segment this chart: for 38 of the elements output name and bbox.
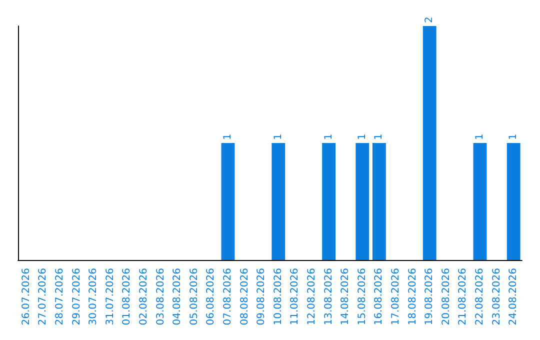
x-tick-label: 08.08.2026 [239, 268, 250, 326]
x-tick-label: 27.07.2026 [38, 268, 49, 326]
x-tick-label: 30.07.2026 [88, 268, 100, 326]
x-tick-label: 31.07.2026 [104, 268, 116, 326]
x-tick-label: 24.08.2026 [508, 268, 520, 326]
x-tick-label: 01.08.2026 [122, 268, 133, 326]
x-tick-label: 10.08.2026 [272, 268, 284, 326]
x-tick-label: 04.08.2026 [172, 268, 184, 326]
data-label: 1 [474, 134, 486, 140]
x-tick-label: 28.07.2026 [54, 268, 66, 326]
x-tick-label: 17.08.2026 [390, 268, 402, 326]
x-tick-label: 26.07.2026 [20, 268, 32, 326]
x-tick-label: 19.08.2026 [424, 268, 436, 326]
x-tick-label: 13.08.2026 [323, 268, 334, 326]
x-tick-label: 29.07.2026 [71, 268, 82, 326]
data-label: 1 [374, 134, 385, 140]
x-tick-label: 11.08.2026 [290, 268, 301, 326]
x-tick-label: 12.08.2026 [306, 268, 318, 326]
x-tick-label: 06.08.2026 [206, 268, 217, 326]
x-tick-label: 09.08.2026 [256, 268, 268, 326]
x-tick-label: 16.08.2026 [374, 268, 385, 326]
x-tick-label: 21.08.2026 [458, 268, 469, 326]
data-label: 2 [424, 16, 436, 23]
x-tick-label: 02.08.2026 [138, 268, 150, 326]
data-label: 1 [508, 134, 520, 140]
data-label: 1 [222, 134, 234, 140]
x-tick-label: 14.08.2026 [340, 268, 352, 326]
x-tick-label: 05.08.2026 [188, 268, 200, 326]
data-label: 1 [272, 134, 284, 140]
x-tick-label: 15.08.2026 [356, 268, 368, 326]
x-tick-label: 18.08.2026 [407, 268, 418, 326]
x-tick-label: 03.08.2026 [155, 268, 166, 326]
x-tick-label: 23.08.2026 [491, 268, 502, 326]
x-tick-label: 20.08.2026 [440, 268, 452, 326]
x-tick-label: 22.08.2026 [474, 268, 486, 326]
data-label: 1 [323, 134, 334, 140]
x-tick-label: 07.08.2026 [222, 268, 234, 326]
data-label: 1 [356, 134, 368, 140]
